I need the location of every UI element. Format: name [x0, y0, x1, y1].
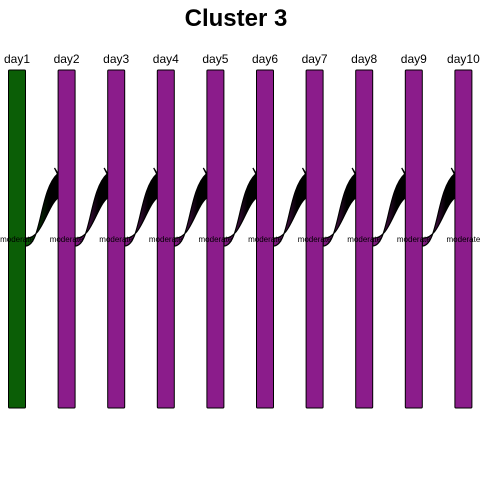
flow-ribbon-7	[322, 167, 360, 247]
node-label-3: moderate	[99, 235, 133, 244]
day-bar-6	[256, 69, 274, 409]
day-label-8: day8	[351, 52, 377, 66]
day-label-6: day6	[252, 52, 278, 66]
node-label-9: moderate	[397, 235, 431, 244]
day-bar-1	[8, 69, 26, 409]
node-label-7: moderate	[298, 235, 332, 244]
flow-ribbon-5	[223, 167, 261, 247]
flow-ribbon-2	[74, 167, 112, 247]
node-label-5: moderate	[199, 235, 233, 244]
day-bar-8	[355, 69, 374, 409]
diagram-title: Cluster 3	[184, 5, 288, 32]
flow-ribbon-1	[24, 167, 63, 247]
day-label-1: day1	[4, 52, 30, 66]
day-label-2: day2	[54, 52, 80, 66]
flow-ribbon-6	[272, 167, 311, 247]
flow-ribbon-3	[124, 167, 162, 247]
node-label-6: moderate	[248, 235, 282, 244]
day-bar-3	[107, 69, 126, 409]
day-bar-10	[454, 69, 473, 409]
day-bar-4	[156, 69, 175, 409]
day-label-4: day4	[153, 52, 179, 66]
node-label-2: moderate	[50, 235, 84, 244]
node-label-10: moderate	[447, 235, 481, 244]
day-label-5: day5	[202, 52, 228, 66]
labels: day1 moderate day2 moderate day3 moderate day4…	[0, 52, 481, 244]
flow-ribbons	[24, 167, 459, 247]
day-label-3: day3	[103, 52, 129, 66]
day-label-10: day10	[447, 52, 480, 66]
node-label-1: moderate	[0, 235, 34, 244]
day-label-7: day7	[302, 52, 328, 66]
flow-ribbon-9	[421, 167, 459, 247]
day-bar-5	[206, 69, 225, 409]
day-label-9: day9	[401, 52, 427, 66]
node-label-8: moderate	[347, 235, 381, 244]
day-bars	[8, 69, 473, 409]
day-bar-9	[404, 69, 423, 409]
day-bar-2	[57, 69, 76, 409]
day-bar-7	[305, 69, 324, 409]
flow-ribbon-8	[372, 167, 410, 247]
node-label-4: moderate	[149, 235, 183, 244]
flow-ribbon-4	[173, 167, 211, 247]
